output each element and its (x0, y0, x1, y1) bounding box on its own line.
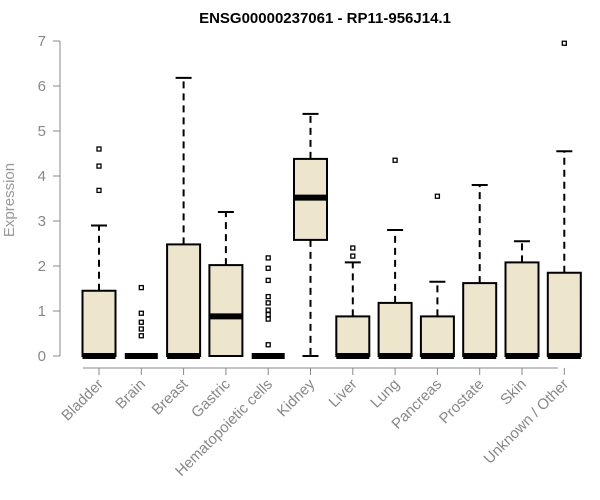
iqr-box (546, 271, 582, 357)
y-tick-label: 0 (38, 348, 46, 365)
y-axis-label: Expression (1, 163, 18, 237)
outlier-point (561, 40, 567, 46)
y-tick-label: 7 (38, 33, 46, 50)
x-tick-label: Breast (149, 375, 192, 418)
box-pancreas (419, 193, 455, 359)
iqr-box (208, 264, 244, 358)
box-unknown-other (546, 40, 582, 359)
outlier-point (138, 326, 144, 332)
box-gastric (208, 211, 244, 358)
y-tick-label: 1 (38, 303, 46, 320)
outlier-point (96, 146, 102, 152)
outlier-point (265, 307, 271, 313)
outlier-point (350, 253, 356, 259)
x-tick-label: Skin (497, 376, 530, 409)
iqr-box (377, 301, 413, 357)
iqr-box (81, 289, 117, 357)
box-prostate (462, 184, 498, 359)
outlier-point (392, 157, 398, 163)
outlier-point (138, 310, 144, 316)
outlier-point (265, 265, 271, 271)
box-lung (377, 157, 413, 359)
y-ticks: 0 1 2 3 4 5 6 7 (38, 33, 60, 365)
boxes (81, 40, 582, 359)
outlier-point (265, 311, 271, 318)
iqr-box (504, 261, 540, 357)
chart-title: ENSG00000237061 - RP11-956J14.1 (199, 10, 451, 27)
iqr-box (419, 315, 455, 357)
outlier-point (138, 319, 144, 325)
y-tick-label: 5 (38, 123, 46, 140)
outlier-point (265, 300, 271, 306)
outlier-point (265, 316, 271, 322)
outlier-point (350, 245, 356, 251)
y-tick-label: 3 (38, 213, 46, 230)
x-tick-label: Liver (326, 376, 361, 411)
outlier-point (265, 293, 271, 300)
box-breast (166, 76, 202, 359)
box-skin (504, 240, 540, 359)
x-tick-label: Kidney (274, 375, 319, 420)
box-bladder (81, 146, 117, 359)
outlier-point (138, 333, 144, 339)
box-liver (335, 245, 371, 359)
x-tick-label: Brain (112, 376, 149, 413)
outlier-point (265, 342, 271, 348)
y-tick-label: 6 (38, 78, 46, 95)
outlier-point (138, 284, 144, 291)
x-tick-label: Prostate (436, 376, 488, 428)
box-kidney (293, 112, 328, 357)
outlier-point (434, 193, 441, 199)
box-brain (124, 284, 158, 359)
outlier-point (265, 277, 271, 284)
y-tick-label: 2 (38, 258, 46, 275)
outlier-point (96, 187, 102, 194)
outlier-point (265, 255, 271, 261)
iqr-box (166, 243, 202, 357)
y-tick-label: 4 (38, 168, 46, 185)
outlier-point (96, 163, 102, 169)
iqr-box (335, 315, 371, 357)
x-tick-label: Lung (367, 376, 403, 412)
iqr-box (462, 282, 498, 358)
box-hematopoietic-cells (251, 255, 285, 359)
x-tick-label: Bladder (58, 376, 107, 425)
